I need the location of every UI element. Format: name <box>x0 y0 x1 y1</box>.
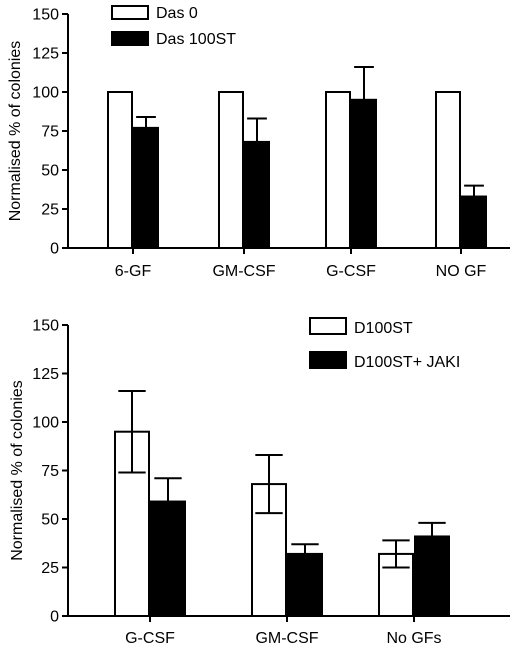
x-tick-label: No GFs <box>386 630 441 647</box>
bar <box>325 91 351 249</box>
bar <box>107 91 133 249</box>
chart-top: 0 25 50 75 100 125 150 Normalised % of colonies… <box>7 5 510 280</box>
y-tick-label: 0 <box>50 609 59 626</box>
bar <box>218 91 244 249</box>
x-tick-label: G-CSF <box>326 263 376 280</box>
y-axis-title: Normalised % of colonies <box>9 380 26 561</box>
y-tick-label: 25 <box>41 560 59 577</box>
x-tick-label: NO GF <box>436 263 487 280</box>
y-tick-label: 50 <box>41 163 59 180</box>
bar <box>133 126 159 249</box>
y-tick-label: 50 <box>41 512 59 529</box>
y-axis-title: Normalised % of colonies <box>7 41 24 222</box>
y-tick-label: 100 <box>32 415 59 432</box>
legend-swatch <box>111 31 149 46</box>
chart-bottom: 0 25 50 75 100 125 150 Normalised % of colonies… <box>9 317 510 647</box>
y-tick-label: 150 <box>32 7 59 24</box>
legend-swatch <box>309 351 347 369</box>
y-tick-label: 0 <box>50 241 59 258</box>
bar <box>435 91 461 249</box>
bar <box>461 195 487 250</box>
y-tick-label: 125 <box>32 46 59 63</box>
legend-label: D100ST <box>354 320 413 337</box>
x-tick-label: 6-GF <box>115 263 152 280</box>
y-tick-label: 75 <box>41 463 59 480</box>
x-tick-label: GM-CSF <box>212 263 275 280</box>
legend-label: D100ST+ JAKI <box>354 354 460 371</box>
legend-swatch <box>309 317 347 335</box>
bar <box>378 552 414 617</box>
y-tick-label: 100 <box>32 85 59 102</box>
x-tick-label: G-CSF <box>125 630 175 647</box>
y-tick-label: 75 <box>41 124 59 141</box>
bar <box>244 140 270 249</box>
y-tick-label: 25 <box>41 202 59 219</box>
x-tick-label: GM-CSF <box>255 630 318 647</box>
legend-swatch <box>111 5 149 20</box>
legend-label: Das 0 <box>156 5 198 22</box>
y-tick-label: 150 <box>32 318 59 335</box>
legend-label: Das 100ST <box>156 31 236 48</box>
y-tick-label: 125 <box>32 366 59 383</box>
